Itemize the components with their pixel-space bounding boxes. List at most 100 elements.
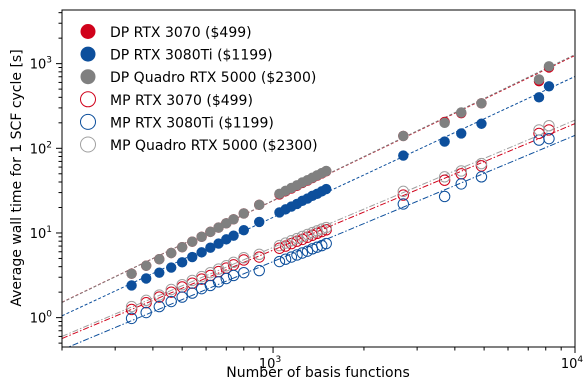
data-point	[273, 242, 286, 254]
data-point	[125, 303, 138, 316]
y-tick-label: 100	[30, 310, 53, 327]
data-point	[176, 257, 188, 268]
legend-marker	[80, 113, 96, 130]
y-axis-ticks: 100 101 102 103	[30, 12, 62, 344]
data-point	[439, 136, 450, 147]
data-point	[213, 238, 224, 249]
data-point	[253, 251, 265, 263]
data-point	[475, 160, 488, 172]
data-point	[455, 178, 467, 190]
data-point	[397, 189, 410, 201]
data-point	[456, 107, 467, 118]
data-point	[238, 252, 250, 264]
legend-marker	[80, 69, 96, 85]
data-point	[140, 260, 152, 271]
y-axis-label: Average wall time for 1 SCF cycle [s]	[9, 49, 25, 306]
data-points	[125, 61, 555, 325]
data-point	[187, 236, 198, 247]
data-point	[533, 134, 545, 146]
data-point	[316, 223, 328, 235]
legend: DP RTX 3070 ($499) DP RTX 3080Ti ($1199) D…	[80, 24, 318, 154]
data-point	[140, 297, 152, 309]
data-point	[438, 190, 451, 203]
data-point	[455, 168, 467, 180]
y-tick-label: 103	[30, 56, 52, 73]
legend-marker	[80, 46, 96, 62]
data-point	[238, 208, 249, 219]
data-point	[238, 266, 250, 279]
data-point	[285, 251, 298, 263]
data-point	[533, 92, 545, 103]
data-point	[125, 300, 138, 313]
data-point	[320, 237, 332, 250]
data-point	[228, 214, 239, 225]
data-point	[196, 231, 207, 243]
data-point	[543, 81, 555, 92]
data-point	[321, 165, 332, 177]
x-tick-label: 104	[561, 355, 584, 372]
data-point	[166, 247, 177, 259]
data-point	[153, 300, 165, 313]
data-point	[439, 117, 450, 129]
data-point	[533, 124, 545, 136]
data-point	[438, 171, 451, 183]
data-point	[212, 263, 225, 275]
data-point	[154, 254, 165, 265]
data-point	[296, 230, 309, 243]
data-point	[140, 306, 152, 319]
data-point	[227, 256, 240, 269]
data-point	[205, 242, 216, 253]
data-point	[285, 235, 298, 247]
data-point	[204, 266, 217, 279]
data-point	[279, 253, 292, 265]
data-point	[273, 255, 286, 268]
data-point	[186, 287, 198, 299]
data-point	[475, 157, 488, 170]
data-point	[543, 61, 555, 72]
legend-label: MP RTX 3070 ($499)	[110, 93, 253, 109]
data-point	[301, 245, 314, 257]
data-point	[166, 262, 177, 273]
data-point	[154, 267, 165, 278]
data-point	[475, 171, 488, 183]
data-point	[397, 198, 410, 210]
fit-line	[62, 123, 575, 340]
legend-marker	[80, 136, 96, 153]
data-point	[153, 289, 165, 301]
data-point	[165, 286, 177, 298]
data-point	[220, 272, 232, 285]
plot-frame	[61, 9, 576, 348]
legend-marker	[80, 91, 96, 108]
data-point	[279, 237, 292, 249]
data-point	[220, 260, 232, 272]
data-point	[125, 312, 138, 325]
data-point	[165, 283, 177, 296]
data-point	[543, 119, 555, 132]
data-point	[543, 132, 555, 145]
data-point	[126, 280, 137, 291]
data-point	[253, 264, 265, 277]
legend-label: DP RTX 3080Ti ($1199)	[110, 48, 273, 64]
x-axis-ticks: 103 104	[61, 347, 584, 372]
data-point	[533, 74, 545, 85]
data-point	[176, 241, 188, 253]
legend-label: DP Quadro RTX 5000 ($2300)	[110, 70, 316, 86]
data-point	[253, 248, 265, 260]
data-point	[186, 277, 198, 289]
fit-line	[62, 75, 575, 317]
data-point	[254, 216, 265, 228]
data-point	[291, 232, 303, 245]
data-point	[205, 226, 216, 238]
data-point	[398, 150, 409, 161]
legend-marker	[80, 24, 96, 39]
data-point	[254, 199, 265, 211]
data-point	[273, 239, 286, 252]
data-point	[213, 222, 224, 233]
y-tick-label: 101	[30, 225, 52, 242]
x-axis-label: Number of basis functions	[226, 365, 410, 381]
data-point	[438, 174, 451, 186]
legend-label: MP Quadro RTX 5000 ($2300)	[110, 138, 318, 154]
legend-label: MP RTX 3080Ti ($1199)	[110, 115, 274, 131]
data-point	[476, 98, 487, 109]
